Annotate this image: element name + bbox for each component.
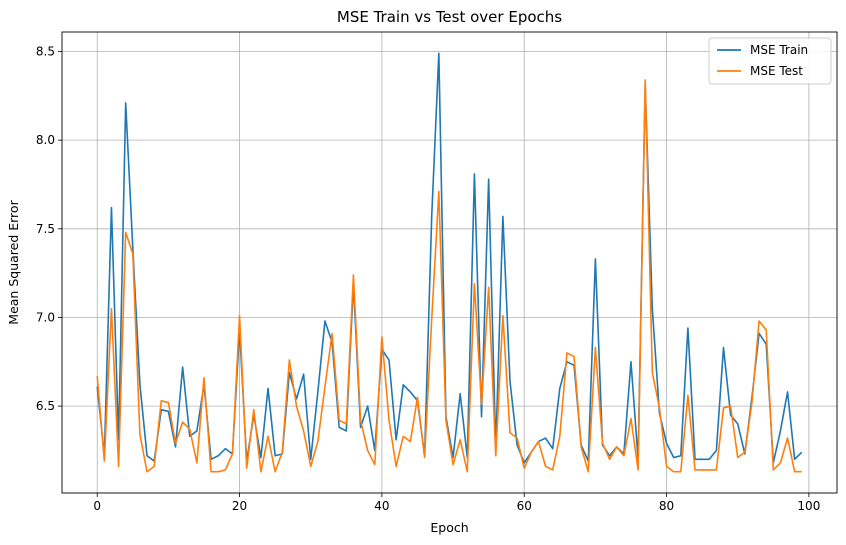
- series-line-mse-train: [96, 52, 803, 464]
- ticks: 0 20 40 60 80 100 6.5 7.0 7.5 8.0 8.5: [36, 45, 820, 513]
- legend-label-mse-train: MSE Train: [750, 43, 808, 57]
- x-tick-label: 0: [93, 499, 101, 513]
- legend: MSE Train MSE Test: [708, 37, 832, 85]
- x-tick-label: 60: [517, 499, 532, 513]
- x-tick-label: 20: [232, 499, 247, 513]
- x-tick-label: 80: [659, 499, 674, 513]
- chart-title: MSE Train vs Test over Epochs: [337, 8, 562, 26]
- y-tick-label: 6.5: [36, 399, 55, 413]
- plot-frame: [61, 31, 838, 494]
- y-axis-label: Mean Squared Error: [6, 199, 21, 324]
- y-tick-label: 8.0: [36, 133, 55, 147]
- x-tick-label: 100: [797, 499, 820, 513]
- y-tick-label: 8.5: [36, 45, 55, 59]
- x-tick-label: 40: [374, 499, 389, 513]
- grid: [62, 32, 837, 493]
- series-line-mse-test: [96, 79, 802, 473]
- series-lines: [96, 52, 803, 473]
- y-tick-label: 7.0: [36, 310, 55, 324]
- legend-label-mse-test: MSE Test: [750, 64, 803, 78]
- y-tick-label: 7.5: [36, 222, 55, 236]
- x-axis-label: Epoch: [430, 520, 468, 535]
